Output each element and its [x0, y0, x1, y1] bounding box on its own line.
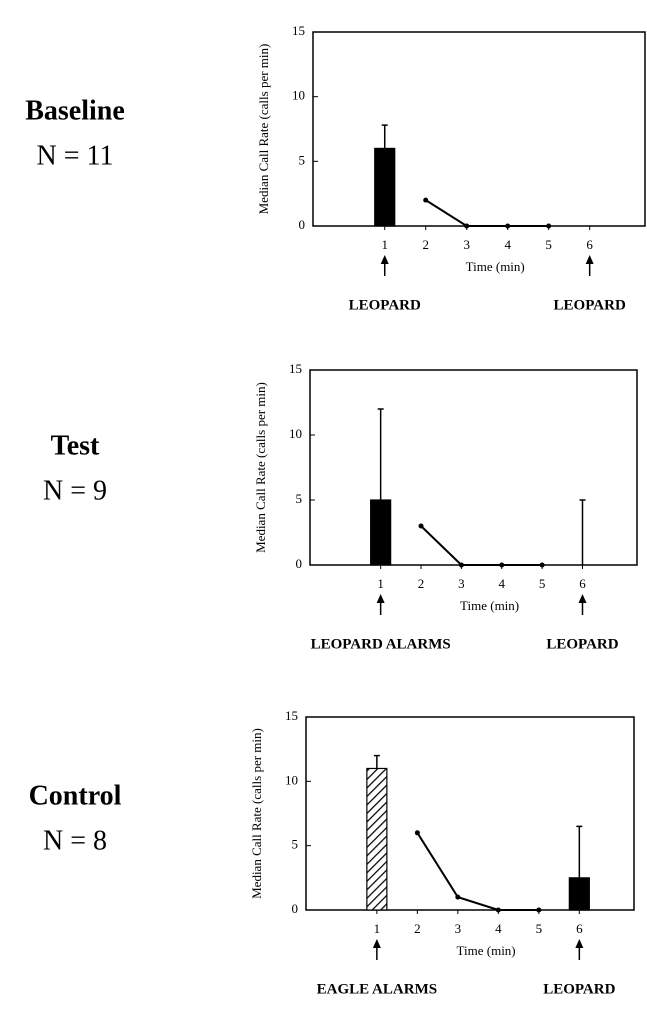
- point: [505, 223, 511, 229]
- arrow-head: [585, 255, 594, 264]
- plot-frame: [305, 716, 635, 911]
- plot-frame: [312, 31, 646, 227]
- point: [546, 223, 552, 229]
- y-tick-label: 5: [299, 152, 306, 167]
- line: [425, 199, 549, 227]
- x-axis-label: Time (min): [457, 943, 516, 958]
- point: [455, 894, 461, 900]
- x-tick-label: 4: [495, 921, 502, 936]
- group-label: Test: [51, 430, 100, 461]
- annotation: LEOPARD: [543, 981, 615, 997]
- n-label: N = 11: [37, 140, 114, 171]
- annotation: LEOPARD: [554, 297, 626, 313]
- arrow-head: [380, 255, 389, 264]
- y-tick-label: 5: [296, 491, 303, 506]
- point: [458, 562, 464, 568]
- x-tick-label: 5: [539, 576, 546, 591]
- x-tick-label: 5: [545, 237, 552, 252]
- y-tick-label: 15: [285, 708, 298, 723]
- x-tick-label: 1: [377, 576, 384, 591]
- y-tick-label: 0: [296, 556, 303, 571]
- point: [414, 830, 420, 836]
- point: [464, 223, 470, 229]
- y-tick-label: 15: [289, 361, 302, 376]
- annotation: LEOPARD: [546, 636, 618, 652]
- y-axis-label: Median Call Rate (calls per min): [249, 728, 264, 899]
- x-tick-label: 6: [576, 921, 583, 936]
- group-label: Baseline: [25, 95, 125, 126]
- point: [423, 197, 429, 203]
- annotation: EAGLE ALARMS: [317, 981, 437, 997]
- annotation: LEOPARD ALARMS: [311, 636, 451, 652]
- point: [495, 907, 501, 913]
- x-tick-label: 2: [418, 576, 425, 591]
- x-tick-label: 3: [458, 576, 465, 591]
- point: [536, 907, 542, 913]
- arrow-head: [376, 594, 385, 603]
- x-tick-label: 1: [381, 237, 388, 252]
- y-tick-label: 10: [292, 88, 305, 103]
- x-tick-label: 5: [536, 921, 543, 936]
- group-label: Control: [29, 780, 122, 811]
- x-tick-label: 6: [579, 576, 586, 591]
- x-tick-label: 4: [504, 237, 511, 252]
- plot-frame: [309, 369, 638, 566]
- x-tick-label: 2: [414, 921, 421, 936]
- x-tick-label: 1: [374, 921, 381, 936]
- y-tick-label: 10: [285, 772, 298, 787]
- arrow-head: [578, 594, 587, 603]
- point: [418, 523, 424, 529]
- y-tick-label: 10: [289, 426, 302, 441]
- y-tick-label: 0: [299, 217, 306, 232]
- bar: [370, 499, 392, 566]
- annotation: LEOPARD: [349, 297, 421, 313]
- y-axis-label: Median Call Rate (calls per min): [253, 382, 268, 553]
- n-label: N = 8: [43, 825, 107, 856]
- n-label: N = 9: [43, 475, 107, 506]
- x-tick-label: 3: [463, 237, 470, 252]
- point: [499, 562, 505, 568]
- x-tick-label: 6: [586, 237, 593, 252]
- x-axis-label: Time (min): [460, 598, 519, 613]
- y-tick-label: 5: [292, 837, 299, 852]
- y-tick-label: 15: [292, 23, 305, 38]
- bar: [568, 877, 590, 911]
- arrow-head: [575, 939, 584, 948]
- point: [539, 562, 545, 568]
- x-tick-label: 4: [499, 576, 506, 591]
- bar: [374, 147, 396, 227]
- line: [416, 832, 539, 911]
- bar: [366, 767, 388, 911]
- x-axis-label: Time (min): [466, 259, 525, 274]
- x-tick-label: 3: [455, 921, 462, 936]
- line: [420, 525, 543, 566]
- y-tick-label: 0: [292, 901, 299, 916]
- arrow-head: [372, 939, 381, 948]
- x-tick-label: 2: [422, 237, 429, 252]
- y-axis-label: Median Call Rate (calls per min): [256, 44, 271, 215]
